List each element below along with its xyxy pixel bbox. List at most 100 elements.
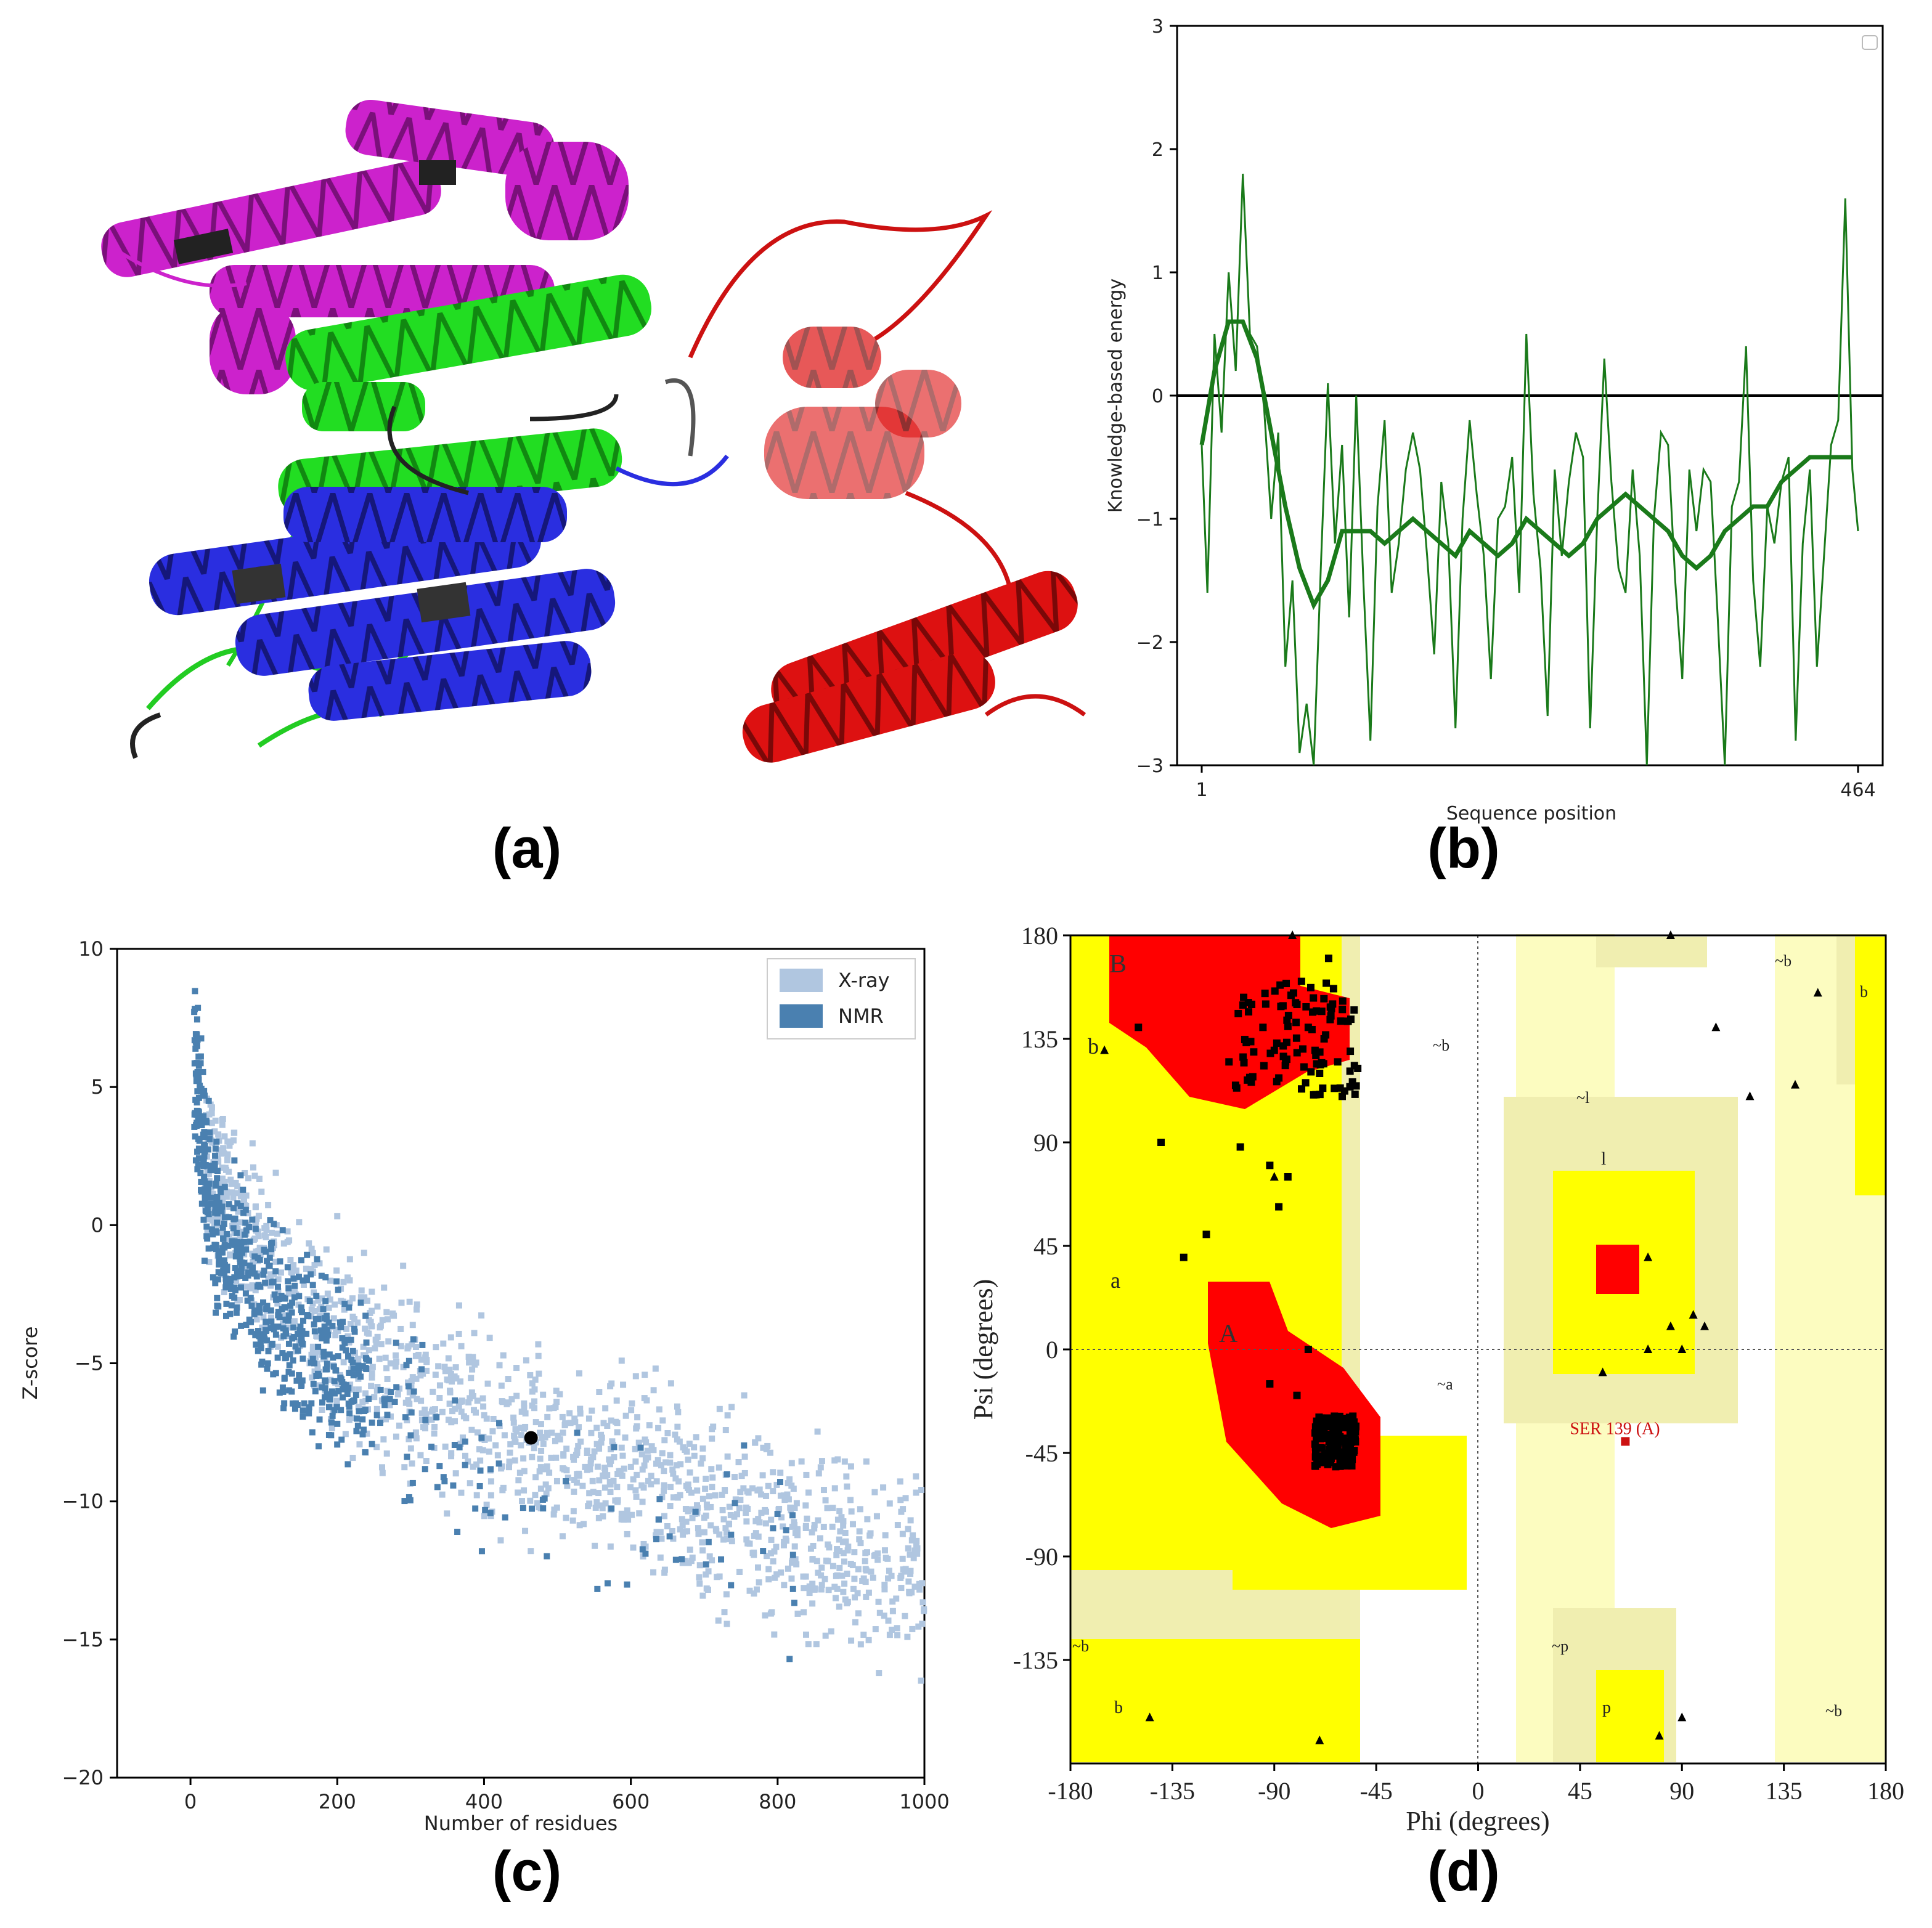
scatter-point [287,1257,294,1264]
scatter-point [243,1283,250,1290]
scatter-point [614,1429,621,1436]
scatter-point [600,1472,606,1479]
y-tick-label-d: 90 [1033,1129,1058,1157]
scatter-point [315,1348,322,1355]
scatter-point [844,1483,850,1490]
scatter-point [505,1464,512,1471]
scatter-point [285,1285,292,1291]
residue-point [1293,1391,1301,1399]
scatter-point [653,1478,660,1485]
scatter-point [841,1580,848,1587]
scatter-point [571,1456,577,1463]
scatter-point [664,1523,670,1529]
scatter-point [420,1424,427,1431]
scatter-point [230,1216,237,1222]
scatter-point [723,1535,730,1542]
glycine-point [1100,1045,1109,1054]
scatter-point [284,1228,291,1235]
scatter-point [440,1340,447,1347]
scatter-point [248,1328,255,1335]
residue-point [1349,1423,1357,1431]
scatter-point [741,1392,748,1399]
scatter-point [511,1433,518,1439]
scatter-point [344,1333,351,1340]
scatter-point [386,1396,393,1402]
scatter-point [219,1115,226,1122]
residue-point [1292,1019,1300,1027]
scatter-point [502,1514,508,1521]
scatter-point [249,1140,256,1147]
glycine-point [1655,1731,1664,1740]
scatter-point [298,1333,304,1340]
scatter-point [855,1566,862,1572]
scatter-point [756,1579,762,1586]
scatter-point [840,1518,847,1525]
scatter-point [339,1335,346,1341]
scatter-point [815,1517,821,1524]
scatter-point [205,1097,212,1104]
scatter-point [256,1303,263,1309]
scatter-point [200,1091,206,1098]
scatter-point [653,1532,659,1539]
scatter-point [257,1283,264,1290]
scatter-point [570,1508,577,1515]
y-tick-label-c: 10 [78,937,104,961]
scatter-point [575,1442,582,1449]
scatter-point [574,1449,581,1456]
scatter-point [849,1521,856,1527]
scatter-point [417,1372,424,1379]
scatter-point [818,1582,825,1588]
residue-point [1347,1047,1355,1056]
scatter-point [805,1489,812,1496]
scatter-point [324,1328,330,1335]
scatter-point [406,1401,413,1407]
scatter-point [309,1374,316,1381]
scatter-point [512,1457,518,1464]
scatter-point [607,1543,614,1550]
scatter-point [904,1633,911,1640]
scatter-point [322,1394,328,1401]
scatter-point [466,1359,473,1366]
scatter-point [841,1558,848,1565]
scatter-point [548,1454,555,1461]
scatter-point [473,1492,480,1499]
scatter-point [712,1526,719,1532]
scatter-point [762,1612,768,1619]
residue-point [1350,1006,1358,1014]
scatter-point [894,1522,901,1529]
scatter-point [876,1609,883,1616]
scatter-point [818,1564,825,1571]
scatter-point [518,1425,524,1431]
scatter-point [299,1377,306,1384]
scatter-point [721,1609,728,1616]
scatter-point [839,1572,846,1579]
scatter-point [296,1372,303,1378]
scatter-point [813,1558,820,1564]
scatter-point [564,1483,571,1489]
scatter-point [338,1407,344,1413]
scatter-point [699,1539,706,1546]
scatter-point [598,1439,605,1446]
scatter-point [736,1505,743,1511]
scatter-point [201,1258,208,1264]
scatter-point [380,1436,387,1443]
scatter-point [222,1312,229,1319]
scatter-point [218,1208,225,1214]
scatter-point [204,1229,211,1235]
scatter-point [527,1372,534,1378]
panel-label-b: (b) [1427,817,1500,880]
scatter-point [422,1466,428,1473]
scatter-point [322,1385,328,1392]
scatter-point [355,1357,362,1364]
scatter-point [704,1587,711,1593]
scatter-point [723,1529,730,1536]
scatter-point [813,1641,820,1648]
residue-point [1241,1036,1249,1044]
scatter-point [413,1435,420,1442]
allowed-regions [1070,934,1886,1763]
scatter-point [280,1325,287,1332]
scatter-point [723,1471,730,1478]
scatter-point [857,1506,863,1513]
scatter-point [255,1328,261,1335]
glycine-point [1666,930,1675,939]
